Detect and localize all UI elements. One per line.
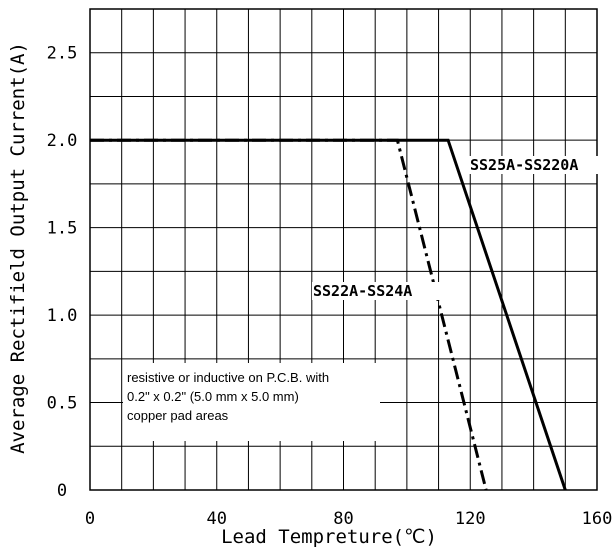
series-label-background (469, 156, 603, 174)
x-tick-label: 120 (455, 509, 486, 529)
y-tick-label: 1.5 (47, 219, 78, 239)
y-tick-label: 1.0 (47, 306, 78, 326)
annotation-box: resistive or inductive on P.C.B. with 0.… (123, 363, 380, 441)
x-tick-label: 160 (582, 509, 612, 529)
series-label-ss22a-ss24a: SS22A-SS24A (313, 282, 412, 300)
grid-lines (90, 9, 597, 490)
y-tick-labels: 0 0.5 1.0 1.5 2.0 2.5 (47, 44, 78, 501)
x-tick-labels: 0 40 80 120 160 (85, 509, 612, 529)
x-tick-label: 40 (207, 509, 227, 529)
series-line-ss25a-ss220a (90, 138, 567, 491)
plot-frame (89, 8, 598, 491)
y-tick-label: 0.5 (47, 394, 78, 414)
y-axis-title: Average Rectifield Output Current(A) (7, 42, 29, 454)
annotation-line-3: copper pad areas (127, 408, 229, 423)
series-label-ss25a-ss220a: SS25A-SS220A (470, 156, 578, 174)
x-tick-label: 80 (333, 509, 353, 529)
y-tick-label: 2.5 (47, 44, 78, 64)
series-label-background (312, 282, 446, 300)
series-lines (90, 138, 567, 491)
annotation-line-1: resistive or inductive on P.C.B. with (127, 370, 329, 385)
x-tick-label: 0 (85, 509, 95, 529)
annotation-line-2: 0.2" x 0.2" (5.0 mm x 5.0 mm) (127, 389, 299, 404)
annotation-background (123, 363, 380, 441)
y-tick-label: 2.0 (47, 131, 78, 151)
y-tick-label: 0 (57, 481, 67, 501)
x-axis-title: Lead Tempreture(℃) (221, 526, 437, 548)
